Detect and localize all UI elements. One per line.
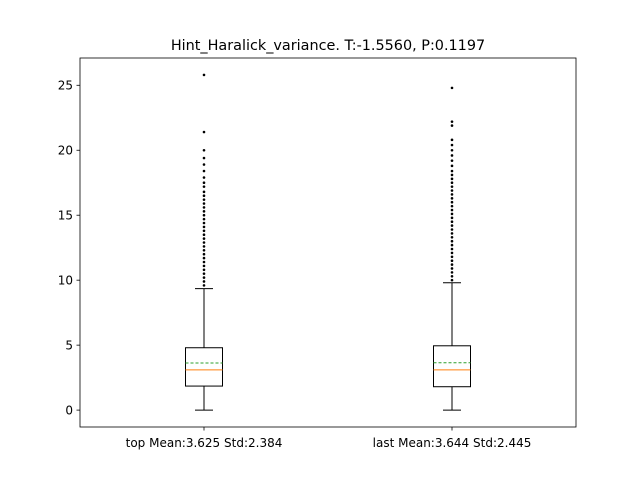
x-tick-label: last Mean:3.644 Std:2.445 (373, 436, 532, 450)
flier-point (202, 256, 206, 260)
flier-point (202, 169, 206, 173)
flier-point (202, 156, 206, 160)
flier-point (450, 173, 454, 177)
chart-title: Hint_Haralick_variance. T:-1.5560, P:0.1… (171, 38, 485, 54)
y-tick-label: 15 (58, 209, 73, 223)
flier-point (202, 221, 206, 225)
flier-point (450, 232, 454, 235)
flier-point (202, 241, 206, 244)
flier-point (202, 264, 206, 268)
flier-point (202, 213, 206, 217)
flier-point (202, 194, 206, 198)
flier-point (202, 233, 206, 237)
flier-point (202, 190, 206, 194)
flier-point (450, 181, 454, 185)
flier-point (202, 237, 206, 240)
y-tick-label: 0 (65, 403, 73, 417)
flier-point (450, 220, 454, 224)
flier-point (450, 278, 454, 282)
flier-point (202, 130, 206, 134)
flier-point (450, 216, 454, 220)
y-tick-label: 20 (58, 144, 73, 158)
plot-area (185, 73, 471, 411)
flier-point (202, 260, 206, 264)
flier-point (202, 181, 206, 185)
flier-point (450, 259, 454, 262)
flier-point (450, 193, 454, 196)
flier-point (450, 271, 454, 274)
flier-point (202, 225, 206, 229)
flier-point (202, 268, 206, 272)
flier-point (450, 148, 454, 152)
flier-point (202, 272, 206, 275)
flier-point (202, 210, 206, 213)
flier-point (202, 202, 206, 205)
flier-point (202, 148, 206, 152)
flier-point (202, 176, 206, 179)
flier-point (450, 236, 454, 239)
flier-point (450, 247, 454, 251)
flier-point (450, 208, 454, 212)
flier-point (450, 143, 454, 147)
flier-point (450, 243, 454, 247)
flier-point (450, 224, 454, 227)
flier-point (450, 120, 454, 123)
axes: top Mean:3.625 Std:2.384 last Mean:3.644 … (58, 79, 532, 450)
flier-point (202, 248, 206, 252)
flier-point (450, 189, 454, 192)
flier-point (202, 284, 206, 287)
y-tick-label: 5 (65, 338, 73, 352)
flier-point (450, 251, 454, 255)
flier-point (450, 154, 454, 157)
flier-point (450, 274, 454, 278)
flier-point (450, 239, 454, 243)
flier-point (202, 245, 206, 248)
x-tick-label: top Mean:3.625 Std:2.384 (126, 436, 283, 450)
flier-point (450, 164, 454, 168)
flier-point (450, 228, 454, 231)
flier-point (202, 206, 206, 209)
flier-point (450, 177, 454, 181)
flier-point (202, 198, 206, 201)
flier-point (450, 138, 454, 142)
box-series-1 (433, 86, 471, 411)
box-series-0 (185, 73, 223, 411)
y-tick-label: 25 (58, 79, 73, 93)
box-iqr (185, 347, 223, 387)
axes-frame (79, 57, 577, 428)
flier-point (202, 276, 206, 279)
flier-point (202, 163, 206, 166)
flier-point (450, 197, 454, 200)
flier-point (450, 124, 454, 127)
flier-point (450, 204, 454, 208)
y-tick-label: 10 (58, 273, 73, 287)
box-iqr (433, 345, 471, 388)
flier-point (450, 200, 454, 204)
flier-point (450, 86, 454, 90)
flier-point (202, 73, 206, 77)
flier-point (202, 229, 206, 233)
flier-point (202, 252, 206, 256)
flier-point (450, 263, 454, 266)
flier-point (450, 159, 454, 162)
flier-point (202, 217, 206, 221)
flier-point (450, 212, 454, 216)
flier-point (450, 169, 454, 173)
flier-point (450, 267, 454, 270)
flier-point (202, 185, 206, 188)
flier-point (450, 255, 454, 259)
flier-point (202, 280, 206, 283)
flier-point (450, 185, 454, 188)
